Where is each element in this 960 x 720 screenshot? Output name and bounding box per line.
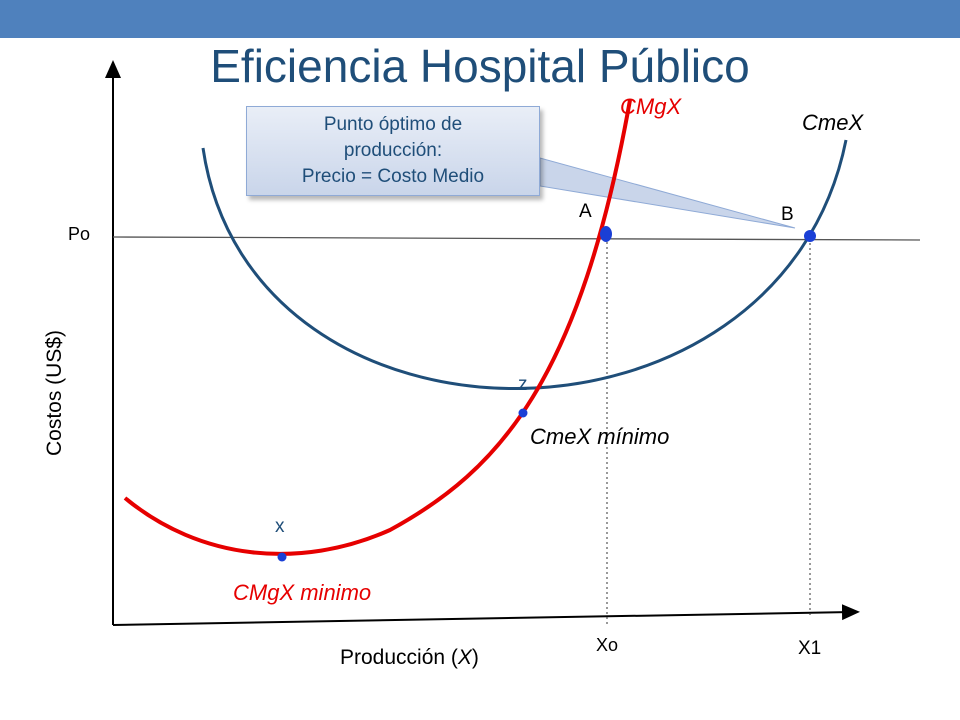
price-line-po — [112, 236, 921, 241]
optimal-point-callout: Punto óptimo de producción: Precio = Cos… — [246, 106, 540, 196]
x-axis-title-suffix: ) — [471, 646, 479, 669]
callout-line-2: producción: — [343, 140, 443, 161]
po-label: Po — [68, 224, 91, 244]
xo-label: Xo — [596, 635, 619, 655]
point-a-marker — [600, 226, 612, 242]
x1-label: X1 — [798, 638, 822, 659]
callout-line-1: Punto óptimo de — [323, 114, 463, 135]
point-z-label: z — [518, 374, 528, 395]
point-z-marker — [518, 408, 528, 418]
callout-pointer — [539, 157, 796, 229]
cmgx-curve — [123, 99, 632, 556]
cmex-curve-label: CmeX — [802, 110, 864, 135]
y-axis-title: Costos (US$) — [43, 329, 66, 457]
cmgx-min-label: CMgX minimo — [233, 580, 372, 605]
callout-line-3: Precio = Costo Medio — [301, 166, 485, 187]
point-x-marker — [277, 552, 287, 562]
x-axis-title: Producción (X) — [340, 646, 479, 670]
point-x-label: x — [275, 516, 285, 537]
point-a-label: A — [579, 201, 592, 222]
cmex-curve — [201, 139, 848, 390]
x-axis-title-var: X — [457, 646, 472, 669]
slide-title: Eficiencia Hospital Público — [210, 40, 750, 92]
x-axis-title-prefix: Producción ( — [340, 646, 458, 669]
cmgx-curve-label: CMgX — [620, 94, 682, 119]
cmex-min-label: CmeX mínimo — [530, 424, 670, 449]
point-b-marker — [804, 230, 816, 242]
header-bar — [0, 0, 960, 38]
point-b-label: B — [781, 204, 794, 225]
x-axis — [112, 604, 860, 626]
